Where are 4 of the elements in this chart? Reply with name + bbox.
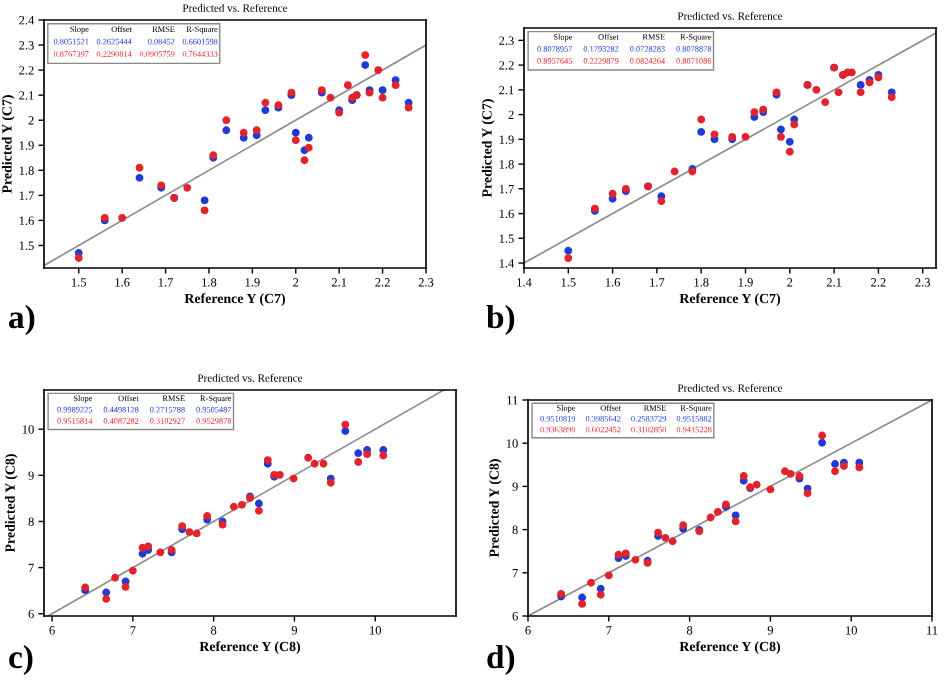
text: c) (9, 644, 33, 676)
text: b) (486, 304, 515, 336)
text: a) (9, 304, 35, 336)
text: d) (487, 644, 515, 676)
